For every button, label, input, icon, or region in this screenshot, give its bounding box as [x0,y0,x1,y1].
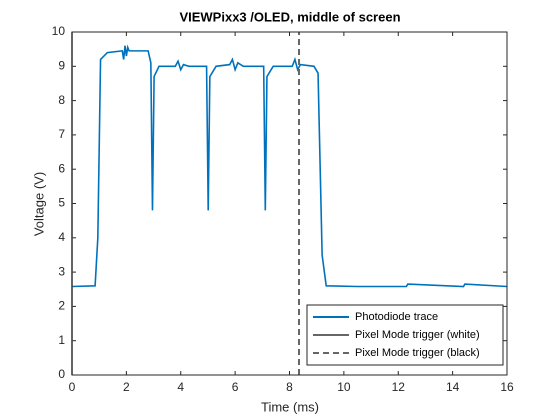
x-tick-label: 2 [123,380,130,394]
x-tick-label: 16 [500,380,514,394]
series-line [71,44,508,288]
legend-label: Pixel Mode trigger (black) [355,347,480,359]
x-tick-label: 4 [177,380,184,394]
y-tick-label: 6 [58,161,65,175]
y-tick-label: 9 [58,58,65,72]
y-tick-label: 1 [58,333,65,347]
x-tick-label: 14 [446,380,460,394]
y-tick-label: 5 [58,196,65,210]
x-tick-label: 8 [286,380,293,394]
x-tick-label: 10 [337,380,351,394]
x-axis-label: Time (ms) [261,399,319,414]
chart-title: VIEWPixx3 /OLED, middle of screen [179,9,400,24]
y-tick-label: 0 [58,367,65,381]
y-tick-label: 4 [58,230,65,244]
y-tick-label: 2 [58,299,65,313]
y-tick-label: 3 [58,264,65,278]
legend-label: Photodiode trace [355,311,438,323]
y-tick-label: 8 [58,93,65,107]
x-tick-label: 6 [232,380,239,394]
y-tick-label: 7 [58,127,65,141]
y-tick-label: 10 [52,24,66,38]
x-tick-label: 0 [69,380,76,394]
x-tick-label: 12 [392,380,406,394]
axes-box [71,31,508,376]
legend-label: Pixel Mode trigger (white) [355,329,480,341]
y-axis-label: Voltage (V) [31,172,46,236]
